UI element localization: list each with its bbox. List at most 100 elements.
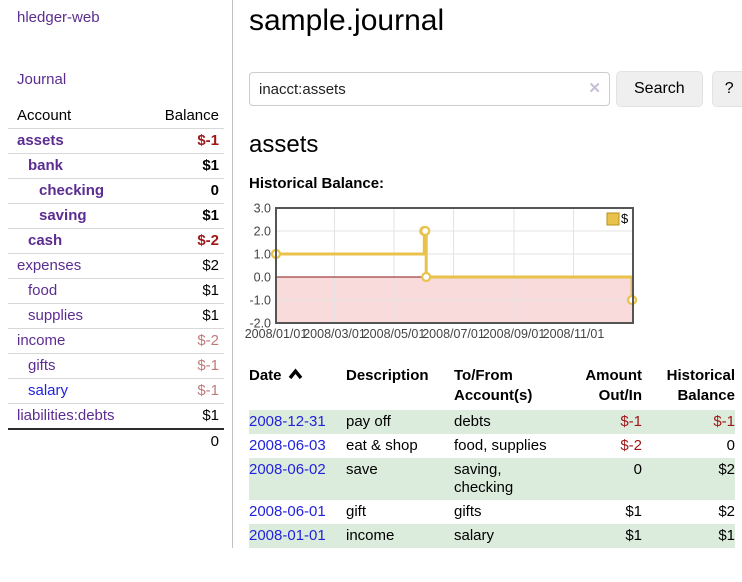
account-link-saving[interactable]: saving	[39, 207, 87, 224]
page-title: sample.journal	[249, 4, 445, 37]
account-row-liabilities-debts: liabilities:debts $1	[8, 403, 224, 429]
txn-accounts: saving, checking	[454, 461, 514, 496]
register-row: 2008-06-01 gift gifts $1 $2	[249, 500, 735, 524]
txn-description: pay off	[346, 413, 391, 430]
account-balance-food: $1	[146, 278, 224, 304]
account-row-assets: assets $-1	[8, 128, 224, 154]
account-balance-bank: $1	[146, 153, 224, 179]
balance-chart: $3.0 2.0 1.0 0.0 -1.0 -2.02008/01/012008/03/0…	[245, 202, 638, 341]
txn-accounts: gifts	[454, 503, 482, 520]
journal-link[interactable]: Journal	[17, 71, 67, 88]
account-link-assets[interactable]: assets	[17, 132, 64, 149]
svg-text:2008/07/01: 2008/07/01	[422, 327, 485, 341]
txn-date-link[interactable]: 2008-06-02	[249, 461, 326, 478]
account-link-expenses[interactable]: expenses	[17, 257, 82, 274]
txn-historical: $2	[718, 461, 735, 478]
txn-amount: 0	[633, 461, 642, 478]
nav-journal: Journal	[0, 71, 232, 88]
app-brand: hledger-web	[0, 9, 232, 26]
txn-accounts: food, supplies	[454, 437, 547, 454]
account-balance-expenses: $2	[146, 253, 224, 279]
svg-text:2008/03/01: 2008/03/01	[303, 327, 366, 341]
txn-accounts: salary	[454, 527, 495, 544]
svg-text:2.0: 2.0	[254, 225, 271, 239]
svg-text:1.0: 1.0	[254, 248, 271, 262]
accounts-table: Account Balance assets $-1 bank $1 check…	[8, 104, 224, 454]
txn-historical: $-1	[713, 413, 735, 430]
txn-description: gift	[346, 503, 367, 520]
account-balance-gifts: $-1	[146, 353, 224, 379]
register-col-date-label: Date	[249, 367, 282, 384]
accounts-col-account: Account	[17, 107, 72, 124]
account-row-gifts: gifts $-1	[8, 353, 224, 379]
account-link-gifts[interactable]: gifts	[28, 357, 56, 374]
txn-date-link[interactable]: 2008-06-03	[249, 437, 326, 454]
account-balance-salary: $-1	[146, 378, 224, 404]
account-balance-checking: 0	[146, 178, 224, 204]
txn-date-link[interactable]: 2008-06-01	[249, 503, 326, 520]
clear-search-icon[interactable]: ✕	[588, 80, 601, 97]
txn-amount: $-1	[620, 413, 642, 430]
account-link-checking[interactable]: checking	[39, 182, 105, 199]
search-button[interactable]: Search	[616, 71, 703, 107]
register-row: 2008-12-31 pay off debts $-1 $-1	[249, 410, 735, 434]
svg-text:$: $	[621, 211, 629, 226]
txn-date-link[interactable]: 2008-01-01	[249, 527, 326, 544]
search-input[interactable]	[249, 72, 610, 106]
accounts-header-row: Account Balance	[8, 104, 224, 129]
sort-caret-up-icon	[288, 368, 302, 380]
svg-text:2008/05/01: 2008/05/01	[363, 327, 426, 341]
account-row-expenses: expenses $2	[8, 253, 224, 279]
register-col-date[interactable]: Date	[249, 366, 346, 410]
sidebar: hledger-web Journal Account Balance asse…	[0, 0, 233, 548]
svg-text:2008/01/01: 2008/01/01	[245, 327, 308, 341]
accounts-total-row: 0	[8, 428, 224, 454]
txn-description: save	[346, 461, 378, 478]
register-row: 2008-01-01 income salary $1 $1	[249, 524, 735, 548]
account-row-supplies: supplies $1	[8, 303, 224, 329]
account-row-checking: checking 0	[8, 178, 224, 204]
txn-historical: $2	[718, 503, 735, 520]
account-row-food: food $1	[8, 278, 224, 304]
txn-historical: 0	[726, 437, 735, 454]
register-col-description: Description	[346, 367, 429, 384]
account-balance-income: $-2	[146, 328, 224, 354]
account-link-income[interactable]: income	[17, 332, 66, 349]
chart-heading: Historical Balance:	[249, 175, 385, 192]
main-content: sample.journal ✕ Search ? assets Histori…	[233, 0, 742, 548]
txn-accounts: debts	[454, 413, 491, 430]
txn-historical: $1	[718, 527, 735, 544]
register-table: Date Description To/From Account(s) Amou…	[249, 366, 735, 548]
svg-text:-1.0: -1.0	[249, 294, 271, 308]
accounts-total: 0	[146, 428, 224, 454]
brand-link[interactable]: hledger-web	[17, 9, 100, 26]
svg-text:2008/09/01: 2008/09/01	[483, 327, 546, 341]
account-link-supplies[interactable]: supplies	[28, 307, 84, 324]
register-row: 2008-06-02 save saving, checking 0 $2	[249, 458, 735, 500]
page: hledger-web Journal Account Balance asse…	[0, 0, 742, 548]
account-link-cash[interactable]: cash	[28, 232, 63, 249]
txn-amount: $-2	[620, 437, 642, 454]
register-col-tofrom: To/From Account(s)	[454, 367, 533, 404]
account-link-bank[interactable]: bank	[28, 157, 64, 174]
svg-text:-2.0: -2.0	[249, 317, 271, 331]
txn-amount: $1	[625, 503, 642, 520]
account-balance-supplies: $1	[146, 303, 224, 329]
account-balance-cash: $-2	[146, 228, 224, 254]
account-link-food[interactable]: food	[28, 282, 58, 299]
search-form: ✕ Search ?	[249, 71, 742, 107]
account-row-saving: saving $1	[8, 203, 224, 229]
svg-text:2008/11/01: 2008/11/01	[543, 327, 605, 341]
txn-date-link[interactable]: 2008-12-31	[249, 413, 326, 430]
account-balance-liabilities-debts: $1	[146, 403, 224, 429]
account-row-salary: salary $-1	[8, 378, 224, 404]
register-col-historical: Historical Balance	[666, 367, 735, 404]
txn-description: eat & shop	[346, 437, 418, 454]
account-balance-assets: $-1	[146, 128, 224, 154]
accounts-col-balance: Balance	[164, 107, 219, 124]
help-button[interactable]: ?	[711, 71, 742, 107]
register-header-row: Date Description To/From Account(s) Amou…	[249, 366, 735, 410]
account-link-liabilities-debts[interactable]: liabilities:debts	[17, 407, 115, 424]
account-row-bank: bank $1	[8, 153, 224, 179]
account-link-salary[interactable]: salary	[28, 382, 69, 399]
